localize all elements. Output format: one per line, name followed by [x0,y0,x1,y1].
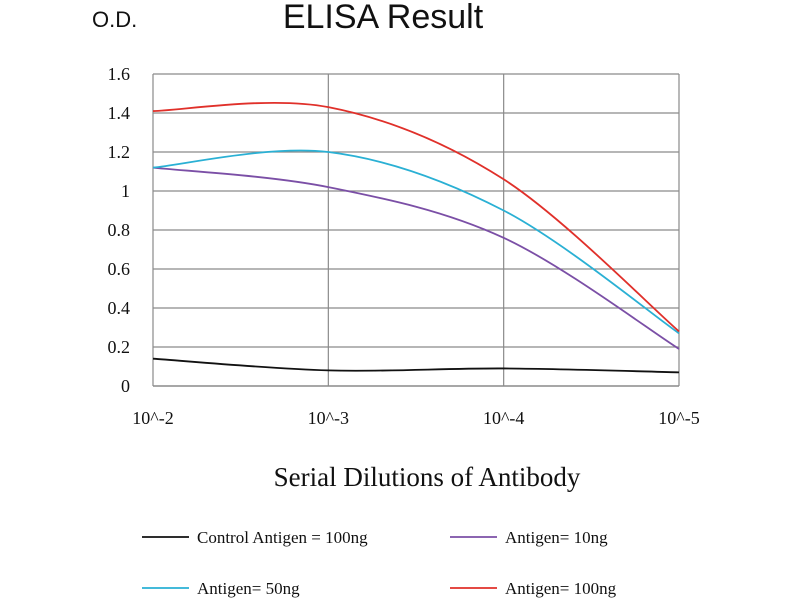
legend-label-1: Antigen= 10ng [505,528,608,547]
x-tick-label: 10^-2 [132,408,173,428]
x-tick-label: 10^-3 [308,408,349,428]
y-tick-label: 0.2 [108,337,131,357]
y-tick-label: 0.6 [108,259,131,279]
y-tick-label: 1.2 [108,142,131,162]
legend-label-0: Control Antigen = 100ng [197,528,368,547]
y-tick-label: 0.4 [108,298,131,318]
series-line-2 [152,149,680,335]
series-line-1 [152,166,680,350]
y-tick-label: 0 [121,376,130,396]
y-axis-label: O.D. [92,7,137,32]
legend: Control Antigen = 100ng Antigen= 10ng Anti… [142,528,617,598]
x-tick-label: 10^-5 [658,408,699,428]
grid [152,73,680,387]
y-tick-label: 1 [121,181,130,201]
series-line-3 [152,101,680,333]
y-tick-label: 1.6 [108,64,131,84]
chart-title: ELISA Result [283,0,484,36]
y-tick-label: 0.8 [108,220,131,240]
series-lines [152,101,680,374]
y-tick-labels: 0 0.2 0.4 0.6 0.8 1 1.2 1.4 1.6 [108,64,131,396]
legend-label-3: Antigen= 100ng [505,579,617,598]
x-axis-label: Serial Dilutions of Antibody [274,462,581,492]
x-tick-labels: 10^-2 10^-3 10^-4 10^-5 [132,408,699,428]
y-tick-label: 1.4 [108,103,131,123]
x-tick-label: 10^-4 [483,408,524,428]
legend-label-2: Antigen= 50ng [197,579,300,598]
series-line-0 [152,357,680,374]
